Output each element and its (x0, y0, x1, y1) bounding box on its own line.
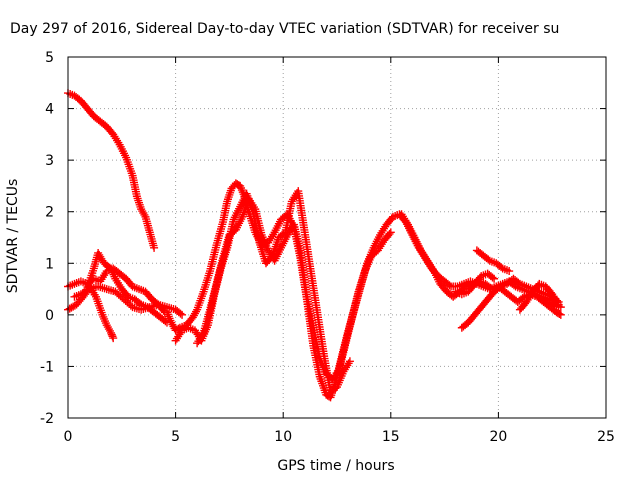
data-point (109, 334, 118, 343)
data-point (490, 274, 499, 283)
y-tick-label: -1 (40, 359, 54, 375)
series-3 (85, 282, 118, 343)
tick-labels: 0 5 10 15 20 25 -2 -1 0 1 2 3 4 5 (40, 50, 615, 445)
series-12 (515, 279, 563, 314)
x-tick-label: 10 (274, 429, 292, 445)
data-point (108, 332, 117, 341)
data-point (345, 357, 354, 366)
x-tick-label: 20 (489, 429, 507, 445)
x-tick-label: 0 (64, 429, 73, 445)
y-tick-label: 5 (45, 50, 54, 66)
y-tick-label: 0 (45, 308, 54, 324)
y-tick-label: -2 (40, 411, 54, 427)
data-point (386, 228, 395, 237)
data-point (176, 309, 185, 318)
data-point (107, 330, 116, 339)
data-point (556, 310, 565, 319)
series-4 (70, 282, 187, 319)
data-point (178, 310, 187, 319)
data-point (150, 243, 159, 252)
y-tick-label: 3 (45, 153, 54, 169)
y-tick-label: 1 (45, 256, 54, 272)
data-point (445, 281, 454, 290)
series-9 (457, 274, 563, 332)
data-point (83, 286, 92, 295)
data-point (385, 229, 394, 238)
chart-title: Day 297 of 2016, Sidereal Day-to-day VTE… (10, 21, 559, 37)
data-point (140, 210, 149, 219)
x-axis-label: GPS time / hours (277, 458, 394, 474)
series-0 (64, 89, 159, 252)
x-tick-label: 5 (171, 429, 180, 445)
x-tick-label: 15 (382, 429, 400, 445)
data-point (159, 306, 168, 315)
y-axis-label: SDTVAR / TECUs (5, 179, 21, 294)
data-point (505, 267, 514, 276)
data-point (105, 326, 114, 335)
data-point (554, 300, 563, 309)
y-tick-label: 4 (45, 102, 54, 118)
data-points (64, 89, 565, 402)
data-point (555, 309, 564, 318)
plot-frame (67, 56, 607, 419)
data-point (161, 317, 170, 326)
y-tick-label: 2 (45, 205, 54, 221)
data-point (488, 273, 497, 282)
series-10 (472, 246, 514, 276)
series-7 (193, 194, 395, 384)
ticks (67, 56, 607, 419)
data-point (107, 328, 116, 337)
data-point (192, 307, 201, 316)
x-tick-label: 25 (597, 429, 615, 445)
series-11 (451, 269, 499, 299)
